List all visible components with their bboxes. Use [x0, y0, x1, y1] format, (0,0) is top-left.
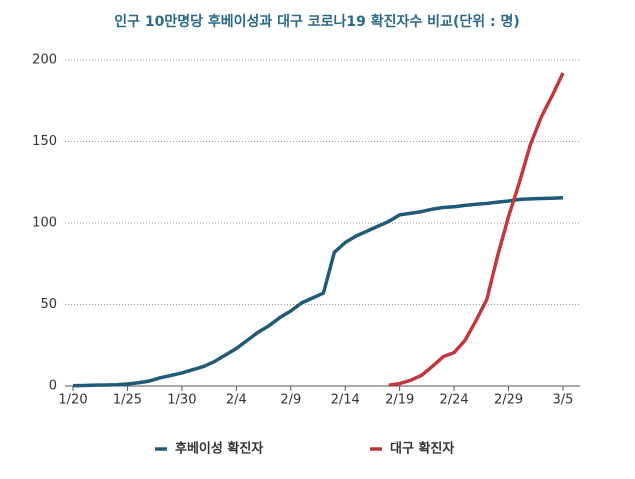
x-tick-label: 2/9 [280, 393, 301, 408]
chart-title: 인구 10만명당 후베이성과 대구 코로나19 확진자수 비교(단위 : 명) [114, 13, 519, 30]
series-line [388, 72, 565, 387]
x-tick-label: 1/30 [167, 393, 196, 408]
y-tick-label: 0 [49, 379, 57, 394]
legend-label: 대구 확진자 [390, 441, 454, 457]
y-tick-label: 50 [40, 297, 57, 312]
series-line [72, 195, 564, 388]
x-tick-label: 2/14 [331, 393, 360, 408]
legend-label: 후베이성 확진자 [175, 441, 263, 457]
y-tick-label: 200 [32, 53, 57, 68]
x-tick-label: 2/4 [226, 393, 247, 408]
x-tick-label: 3/5 [553, 393, 574, 408]
y-tick-label: 100 [32, 216, 57, 231]
x-tick-label: 2/24 [440, 393, 469, 408]
y-tick-label: 150 [32, 134, 57, 149]
x-tick-label: 1/20 [58, 393, 87, 408]
x-tick-label: 2/29 [494, 393, 523, 408]
x-tick-label: 2/19 [385, 393, 414, 408]
x-tick-label: 1/25 [113, 393, 142, 408]
